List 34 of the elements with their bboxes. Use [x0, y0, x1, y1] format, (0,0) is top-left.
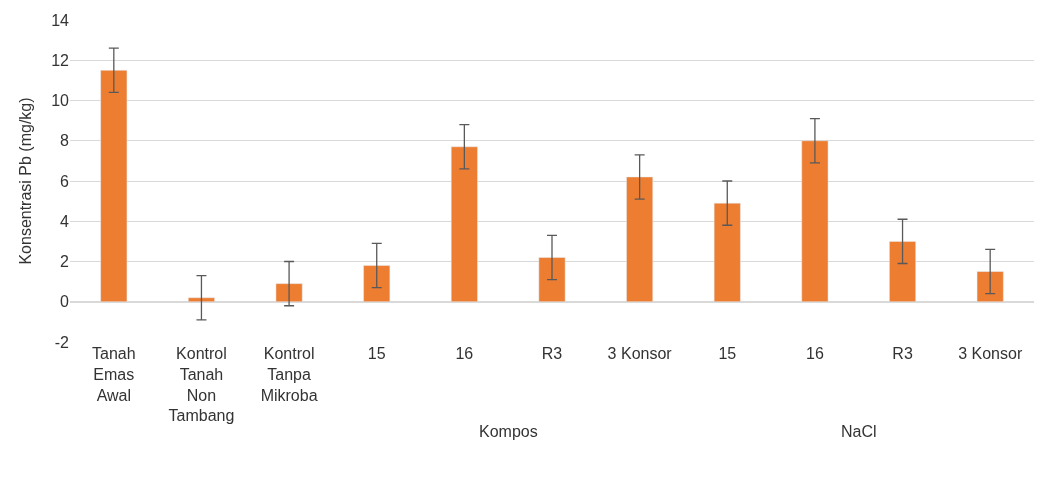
bar: [976, 271, 1004, 302]
bar: [450, 146, 478, 302]
x-tick-label: Tanah Emas Awal: [92, 345, 136, 404]
bar: [801, 140, 829, 302]
bar: [363, 265, 391, 302]
bar: [275, 283, 303, 302]
y-tick-label: -2: [54, 333, 70, 351]
y-tick-label: 12: [51, 51, 70, 69]
text: Kompos: [479, 423, 538, 440]
x-tick-label: R3: [541, 345, 563, 362]
x-tick-label: 16: [806, 345, 824, 362]
y-tick-label: 0: [60, 293, 70, 311]
x-tick-label: 15: [718, 345, 737, 362]
y-tick-label: 8: [60, 132, 70, 150]
bar: [889, 241, 916, 302]
bar: [100, 70, 128, 302]
bar: [188, 297, 215, 302]
bar: [713, 202, 741, 302]
x-tick-label: Kontrol Tanah Non Tambang: [168, 345, 235, 425]
x-tick-label: R3: [892, 345, 913, 362]
y-axis-title: Konsentrasi Pb (mg/kg): [17, 97, 35, 265]
text: NaCl: [841, 423, 877, 440]
y-tick-label: 4: [60, 212, 70, 230]
x-tick-label: 3 Konsor: [607, 345, 673, 362]
y-tick-label: 14: [51, 11, 70, 29]
x-tick-label: 15: [367, 345, 386, 362]
x-tick-label: Kontrol Tanpa Mikroba: [260, 345, 318, 404]
y-tick-label: 10: [51, 92, 70, 110]
y-tick-label: 6: [60, 172, 70, 190]
x-tick-label: 3 Konsor: [958, 345, 1023, 362]
bar: [538, 257, 566, 302]
bar: [626, 176, 654, 302]
x-tick-label: 16: [455, 345, 474, 362]
y-tick-label: 2: [60, 253, 70, 271]
